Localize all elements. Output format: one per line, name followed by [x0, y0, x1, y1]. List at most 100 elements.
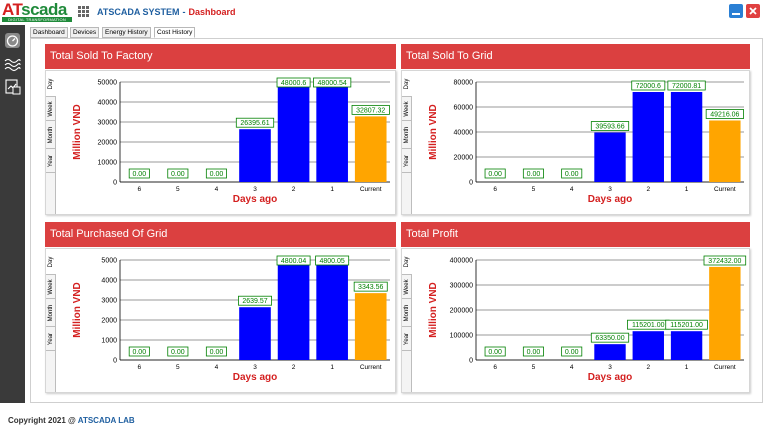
data-label: 3343.56 — [358, 284, 383, 291]
y-axis-title: Million VND — [72, 282, 83, 338]
period-tabs: Day Week Month Year — [46, 71, 56, 214]
y-tick-label: 0 — [469, 358, 473, 365]
bar — [632, 91, 664, 182]
logo-at-text: AT — [2, 0, 22, 19]
panel-header: Total Profit — [401, 222, 750, 247]
y-axis-title: Million VND — [72, 104, 83, 160]
tab-cost-history[interactable]: Cost History — [154, 27, 196, 38]
x-tick-label: 6 — [493, 364, 497, 371]
system-name: ATSCADA SYSTEM — [97, 7, 180, 17]
x-tick-label: 4 — [570, 186, 574, 193]
chart-panel: Day Week Month Year 0 10000 20000 30000 4000… — [45, 70, 396, 215]
period-tab-day[interactable]: Day — [46, 71, 56, 97]
data-label-box — [205, 168, 227, 179]
y-tick-label: 80000 — [454, 80, 474, 87]
bar-chart: 0 1000 2000 3000 4000 5000 6 0.00 5 0.00 4 0.00 3 263… — [72, 255, 390, 383]
data-label-box — [522, 346, 544, 357]
x-tick-label: 1 — [330, 186, 334, 193]
period-tab-year[interactable]: Year — [46, 327, 56, 351]
close-button[interactable] — [746, 4, 760, 18]
minimize-button[interactable] — [729, 4, 743, 18]
data-label: 115201.00 — [632, 322, 665, 329]
tab-dashboard[interactable]: Dashboard — [30, 27, 68, 38]
y-tick-label: 60000 — [454, 105, 474, 112]
grid-icon[interactable] — [78, 6, 89, 17]
data-label-box — [484, 346, 506, 357]
minimize-icon — [732, 13, 740, 15]
bar — [354, 116, 387, 182]
data-label-box — [128, 168, 150, 179]
bar — [632, 331, 664, 360]
period-tab-week[interactable]: Week — [402, 97, 412, 121]
x-tick-label: 3 — [608, 364, 612, 371]
bar — [316, 263, 348, 360]
period-tab-year[interactable]: Year — [402, 149, 412, 173]
panel-title: Total Sold To Grid — [406, 50, 493, 62]
data-label: 0.00 — [565, 349, 579, 356]
title-bar: ATscada DIGITAL TRANSFORMATION ATSCADA S… — [0, 0, 768, 25]
copyright-brand: ATSCADA LAB — [77, 416, 135, 425]
x-tick-label: Current — [714, 186, 736, 193]
y-tick-label: 400000 — [450, 258, 473, 265]
period-tab-day[interactable]: Day — [46, 249, 56, 275]
data-label: 4800.04 — [281, 258, 306, 265]
data-label: 0.00 — [488, 349, 502, 356]
data-label-box — [667, 80, 706, 91]
gauge-icon[interactable] — [4, 32, 21, 49]
period-tab-day[interactable]: Day — [402, 71, 412, 97]
x-tick-label: 1 — [685, 364, 689, 371]
period-tab-month[interactable]: Month — [46, 299, 56, 327]
data-label: 372432.00 — [708, 258, 741, 265]
waveform-icon[interactable] — [4, 55, 21, 72]
x-axis-title: Days ago — [233, 372, 277, 383]
title-separator: - — [182, 7, 186, 17]
y-tick-label: 200000 — [450, 308, 473, 315]
bar-chart: 0 100000 200000 300000 400000 6 0.00 5 0.00 4 0.00… — [428, 255, 747, 383]
y-tick-label: 4000 — [101, 278, 117, 285]
panel-title: Total Sold To Factory — [50, 50, 153, 62]
y-tick-label: 30000 — [98, 120, 118, 127]
bar — [709, 266, 741, 360]
document-chart-icon[interactable] — [4, 78, 21, 95]
y-tick-label: 10000 — [98, 160, 118, 167]
period-tab-month[interactable]: Month — [46, 121, 56, 149]
bar — [670, 91, 703, 182]
y-tick-label: 40000 — [454, 130, 474, 137]
bar-chart: 0 20000 40000 60000 80000 6 0.00 5 0.00 4 0.00 3 395… — [428, 80, 744, 205]
footer: Copyright 2021 @ ATSCADA LAB — [0, 403, 768, 432]
data-label: 39593.66 — [595, 124, 624, 131]
atscada-logo: ATscada DIGITAL TRANSFORMATION — [2, 1, 72, 23]
data-label: 26395.61 — [240, 120, 269, 127]
x-axis-title: Days ago — [233, 194, 277, 205]
period-tab-week[interactable]: Week — [46, 97, 56, 121]
data-label-box — [205, 346, 227, 357]
tab-energy-history[interactable]: Energy History — [102, 27, 151, 38]
x-tick-label: 5 — [176, 186, 180, 193]
x-axis-title: Days ago — [588, 194, 632, 205]
data-label-box — [353, 281, 388, 292]
x-tick-label: 5 — [176, 364, 180, 371]
period-tab-day[interactable]: Day — [402, 249, 412, 275]
app-title: ATSCADA SYSTEM - Dashboard — [97, 7, 236, 17]
x-tick-label: Current — [360, 186, 382, 193]
data-label: 72000.81 — [672, 83, 701, 90]
period-tab-week[interactable]: Week — [402, 275, 412, 299]
bar — [239, 307, 271, 360]
period-tab-month[interactable]: Month — [402, 299, 412, 327]
period-tab-year[interactable]: Year — [46, 149, 56, 173]
x-tick-label: 3 — [608, 186, 612, 193]
period-tab-year[interactable]: Year — [402, 327, 412, 351]
period-tab-week[interactable]: Week — [46, 275, 56, 299]
x-tick-label: 2 — [646, 186, 650, 193]
period-tabs: Day Week Month Year — [402, 71, 412, 214]
data-label-box — [561, 346, 583, 357]
data-label: 0.00 — [132, 349, 146, 356]
y-tick-label: 20000 — [98, 140, 118, 147]
period-tabs: Day Week Month Year — [402, 249, 412, 392]
x-tick-label: 6 — [137, 364, 141, 371]
data-label: 2639.57 — [242, 298, 267, 305]
data-label-box — [128, 346, 150, 357]
tab-devices[interactable]: Devices — [70, 27, 100, 38]
x-tick-label: 3 — [253, 186, 257, 193]
period-tab-month[interactable]: Month — [402, 121, 412, 149]
